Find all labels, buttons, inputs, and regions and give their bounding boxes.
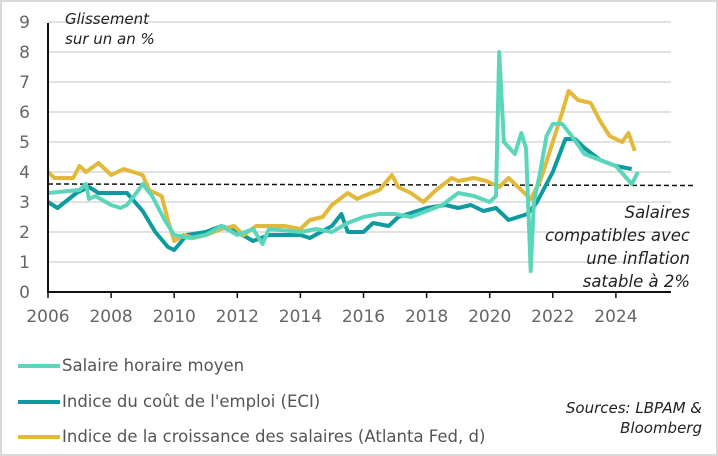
legend-swatch: [18, 399, 60, 404]
series-lines: [46, 50, 640, 273]
x-tick-label: 2010: [153, 307, 196, 327]
series-line-1: [46, 137, 633, 252]
sources-line1: Sources: LBPAM &: [565, 399, 702, 417]
legend-label: Indice de la croissance des salaires (At…: [62, 427, 486, 446]
gridlines: [48, 21, 671, 263]
y-tick-label: 9: [19, 13, 30, 33]
reference-line: [47, 183, 694, 187]
legend-label: Indice du coût de l'emploi (ECI): [62, 392, 321, 411]
reference-label-line: satable à 2%: [583, 272, 690, 291]
y-tick-label: 0: [19, 283, 30, 303]
y-tick-label: 8: [19, 43, 30, 63]
x-tick-labels: 2006 2008 2010 2012 2014 2016 2018 2020 2022 2024: [26, 292, 638, 327]
y-tick-label: 1: [19, 253, 30, 273]
y-tick-label: 6: [19, 103, 30, 123]
series-line-2: [46, 89, 637, 243]
reference-label-line: Salaires: [625, 203, 691, 222]
sources-note: Sources: LBPAM & Bloomberg: [566, 398, 702, 438]
y-tick-label: 3: [19, 193, 30, 213]
legend-swatch: [18, 434, 60, 439]
x-tick-label: 2012: [216, 307, 259, 327]
reference-label-line: une inflation: [586, 249, 690, 268]
reference-label-line: compatibles avec: [545, 226, 690, 245]
y-tick-label: 5: [19, 133, 30, 153]
y-annotation-line1: Glissement: [65, 10, 150, 28]
x-tick-label: 2020: [468, 307, 511, 327]
reference-annotation: Salaires compatibles avec une inflation sat…: [545, 203, 690, 291]
x-tick-label: 2024: [594, 307, 637, 327]
y-tick-labels: 0 1 2 3 4 5 6 7 8 9: [19, 13, 30, 303]
x-tick-label: 2016: [342, 307, 385, 327]
x-tick-label: 2022: [531, 307, 574, 327]
legend-item-eci: Indice du coût de l'emploi (ECI): [18, 392, 320, 411]
y-tick-label: 7: [19, 73, 30, 93]
legend-label: Salaire horaire moyen: [62, 356, 245, 375]
legend-swatch: [18, 363, 60, 368]
y-tick-label: 2: [19, 223, 30, 243]
x-tick-label: 2008: [89, 307, 132, 327]
sources-line2: Bloomberg: [620, 419, 702, 437]
legend-item-ahe: Salaire horaire moyen: [18, 356, 244, 375]
x-tick-label: 2006: [26, 307, 69, 327]
y-tick-label: 4: [19, 163, 30, 183]
y-annotation-line2: sur un an %: [65, 30, 155, 48]
x-tick-label: 2018: [405, 307, 448, 327]
x-tick-label: 2014: [279, 307, 322, 327]
series-line-0: [47, 50, 640, 273]
legend-item-atlanta: Indice de la croissance des salaires (At…: [18, 427, 485, 446]
